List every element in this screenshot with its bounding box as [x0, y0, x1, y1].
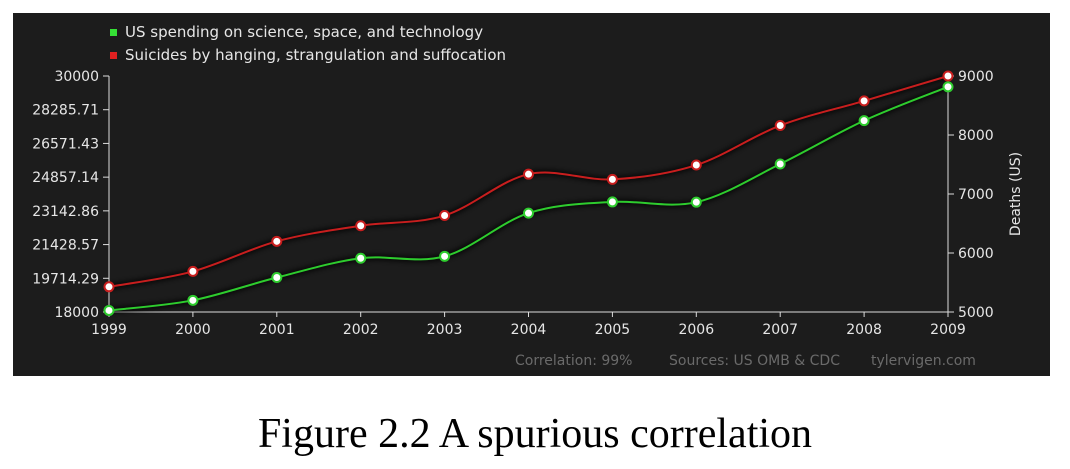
x-tick-label: 2009: [930, 322, 966, 338]
legend-swatch-spending: [110, 29, 117, 36]
x-tick-label: 2001: [259, 322, 295, 338]
right-tick-label: 8000: [958, 128, 994, 144]
x-tick-label: 1999: [91, 322, 127, 338]
legend-label-spending: US spending on science, space, and techn…: [125, 23, 483, 41]
left-tick-label: 18000: [54, 305, 99, 321]
data-point-suicides: [523, 168, 534, 180]
data-point-suicides: [103, 281, 115, 293]
left-tick-label: 19714.29: [32, 271, 99, 287]
data-point-suicides: [858, 95, 870, 107]
x-tick-label: 2005: [595, 322, 631, 338]
data-point-suicides: [187, 265, 199, 277]
series-shadow-suicides: [108, 73, 949, 290]
right-tick-label: 6000: [958, 246, 994, 262]
x-tick-label: 2003: [427, 322, 463, 338]
series-shadow-spending: [108, 84, 950, 314]
x-tick-label: 2002: [343, 322, 379, 338]
right-axis-title: Deaths (US): [1008, 152, 1024, 236]
left-tick-label: 30000: [54, 69, 99, 85]
left-tick-label: 28285.71: [32, 103, 99, 119]
chart-panel: 18000 19714.29 21428.57 23142.86 24857.14 265…: [13, 13, 1050, 376]
footer-site: tylervigen.com: [871, 353, 976, 369]
data-point-spending: [439, 250, 451, 262]
data-point-spending: [271, 272, 283, 284]
left-tick-label: 23142.86: [32, 204, 99, 220]
data-point-suicides: [606, 173, 618, 185]
right-tick-label: 7000: [958, 187, 994, 203]
right-tick-label: 9000: [958, 69, 994, 85]
x-tick-label: 2004: [511, 322, 547, 338]
x-tick-label: 2006: [678, 322, 714, 338]
legend-swatch-suicides: [110, 52, 117, 59]
data-point-spending: [942, 81, 954, 93]
x-tick-label: 2008: [846, 322, 882, 338]
left-tick-label: 24857.14: [32, 170, 99, 186]
x-tick-label: 2007: [762, 322, 798, 338]
x-tick-label: 2000: [175, 322, 211, 338]
data-point-suicides: [439, 210, 451, 222]
data-point-spending: [523, 207, 534, 219]
data-point-spending: [606, 196, 618, 208]
data-point-suicides: [942, 70, 954, 82]
data-point-spending: [355, 252, 367, 264]
data-point-suicides: [355, 220, 367, 232]
right-tick-label: 5000: [958, 305, 994, 321]
figure-caption: Figure 2.2 A spurious correlation: [257, 411, 813, 457]
chart-svg: 18000 19714.29 21428.57 23142.86 24857.14 265…: [32, 23, 1024, 369]
data-point-suicides: [774, 120, 786, 132]
legend-label-suicides: Suicides by hanging, strangulation and s…: [125, 46, 506, 64]
series-line-spending: [108, 85, 949, 312]
data-point-suicides: [271, 235, 283, 247]
footer-sources: Sources: US OMB & CDC: [669, 353, 840, 369]
data-point-spending: [103, 304, 115, 316]
data-point-spending: [690, 196, 702, 208]
data-point-spending: [774, 158, 786, 170]
left-tick-label: 21428.57: [32, 238, 99, 254]
data-point-spending: [858, 115, 870, 127]
data-point-spending: [187, 294, 199, 306]
footer-correlation: Correlation: 99%: [515, 353, 632, 369]
data-point-suicides: [690, 159, 702, 171]
left-tick-label: 26571.43: [32, 136, 99, 152]
